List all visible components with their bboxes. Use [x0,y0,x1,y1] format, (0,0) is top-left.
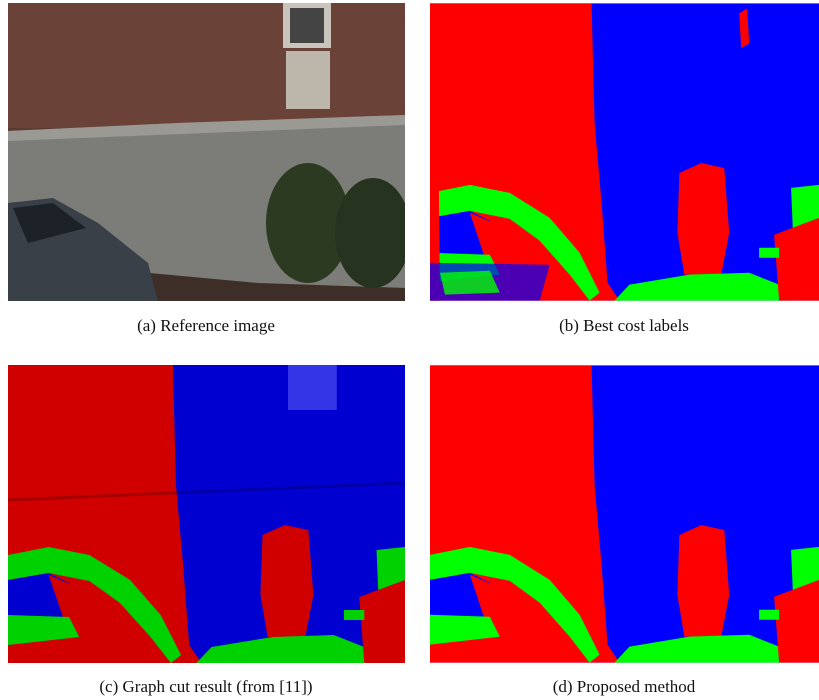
page: (a) Reference image (b) Best cost labels… [0,0,819,700]
reference-image [8,3,405,301]
best-cost-labels [430,3,819,301]
caption: (c) Graph cut result (from [11]) [6,677,406,697]
proposed-method [430,365,819,663]
caption: (a) Reference image [6,316,406,336]
caption: (b) Best cost labels [424,316,819,336]
caption: (d) Proposed method [424,677,819,697]
graph-cut-result [8,365,405,663]
